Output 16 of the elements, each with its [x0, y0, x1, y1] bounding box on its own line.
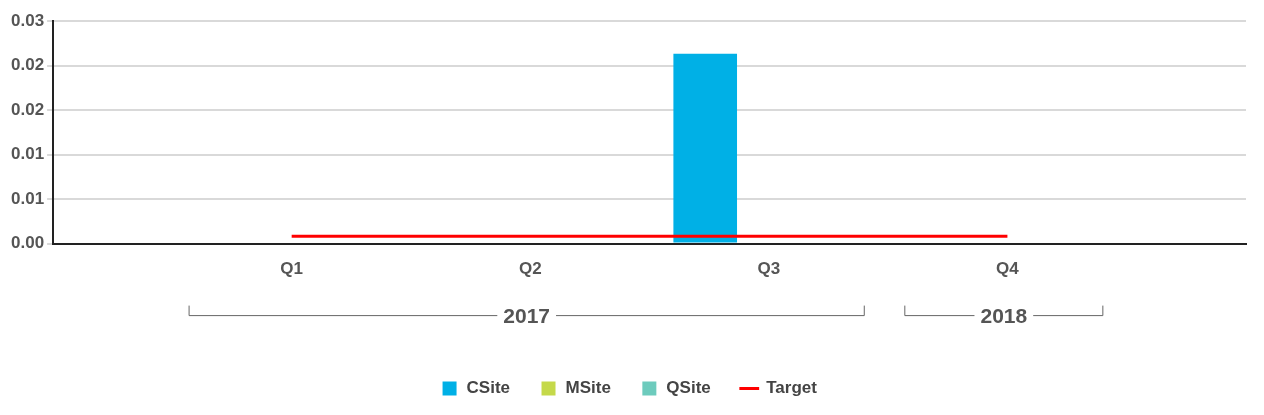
y-tick-label: 0.02: [10, 55, 45, 75]
legend-label: CSite: [466, 378, 511, 398]
text: 2017: [503, 304, 551, 328]
legend-label: QSite: [666, 378, 711, 398]
y-tick-label: 0.01: [10, 188, 45, 208]
x-tick-label: Q2: [518, 259, 542, 279]
legend-label: MSite: [565, 378, 611, 398]
y-tick-label: 0.01: [10, 144, 45, 164]
legend-label: Target: [766, 378, 818, 398]
x-tick-label: Q3: [757, 259, 781, 279]
y-tick-label: 0.00: [10, 233, 45, 253]
y-tick-label: 0.02: [10, 99, 45, 119]
x-tick-label: Q4: [996, 259, 1020, 279]
x-tick-label: Q1: [280, 259, 304, 279]
y-tick-label: 0.03: [10, 10, 45, 30]
text: 2018: [980, 304, 1028, 328]
